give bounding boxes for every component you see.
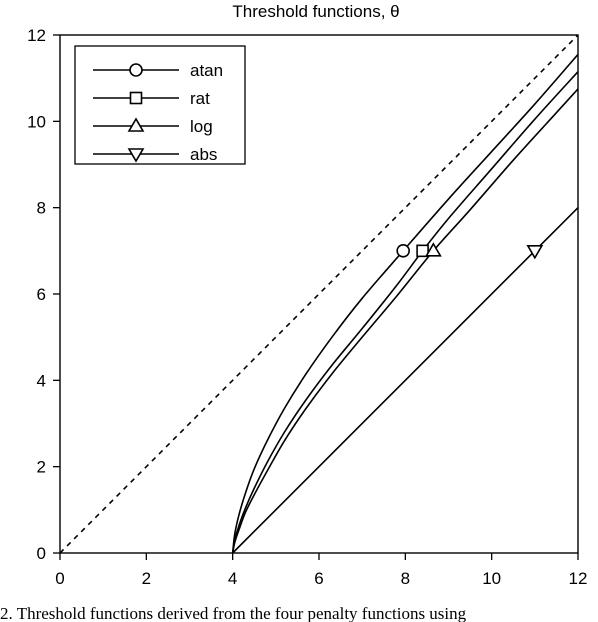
marker-abs [526, 245, 544, 260]
legend-item-log: log [93, 117, 213, 136]
x-tick-label: 8 [401, 569, 410, 588]
reference-line [59, 34, 579, 554]
x-tick-label: 4 [228, 569, 237, 588]
series-line-abs [232, 207, 579, 554]
series-layer [231, 53, 579, 554]
legend: atan rat log abs [74, 45, 246, 165]
y-tick-label: 8 [37, 199, 46, 218]
y-tick-label: 10 [27, 112, 46, 131]
legend-marker-log [127, 117, 145, 132]
series-abs [232, 207, 579, 554]
legend-box [74, 45, 246, 165]
y-tick-label: 12 [27, 26, 46, 45]
y-tick-label: 6 [37, 285, 46, 304]
series-line-atan [231, 53, 579, 554]
threshold-functions-chart: Threshold functions, θ 0 2 4 6 8 10 12 0 2 4 6 8 10 1… [27, 2, 587, 588]
legend-marker-atan [129, 63, 143, 77]
figure-caption: 2. Threshold functions derived from the … [0, 604, 467, 622]
y-tick-label: 2 [37, 458, 46, 477]
x-tick-label: 0 [55, 569, 64, 588]
series-atan [231, 53, 579, 554]
legend-label: atan [190, 61, 223, 80]
legend-marker-rat [129, 91, 143, 105]
y-tick-label: 0 [37, 544, 46, 563]
series-line-log [231, 88, 579, 554]
legend-label: log [190, 117, 213, 136]
x-tick-label: 2 [142, 569, 151, 588]
y-tick-label: 4 [37, 371, 46, 390]
legend-item-abs: abs [93, 145, 217, 164]
x-tick-label: 12 [569, 569, 588, 588]
legend-marker-abs [127, 148, 145, 163]
series-rat [231, 71, 579, 554]
reference-line-identity [59, 34, 579, 554]
legend-item-rat: rat [93, 89, 210, 108]
x-tick-label: 10 [482, 569, 501, 588]
marker-log [424, 242, 442, 257]
marker-atan [396, 244, 410, 258]
legend-item-atan: atan [93, 61, 223, 80]
series-line-rat [231, 71, 579, 554]
axes: 0 2 4 6 8 10 12 0 2 4 6 8 10 12 [27, 26, 587, 588]
legend-label: rat [190, 89, 210, 108]
x-tick-label: 6 [314, 569, 323, 588]
legend-label: abs [190, 145, 217, 164]
chart-title: Threshold functions, θ [232, 2, 399, 21]
marker-rat [416, 244, 429, 258]
series-log [231, 88, 579, 554]
